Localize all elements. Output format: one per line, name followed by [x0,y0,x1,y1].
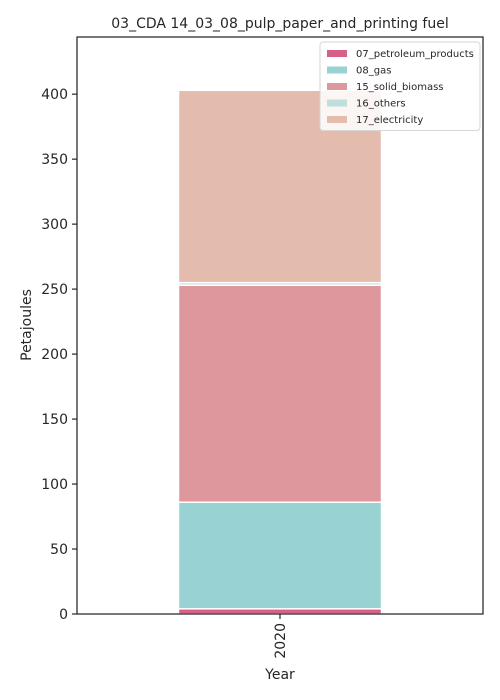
legend-swatch [327,66,347,74]
x-axis: 2020 [273,614,289,659]
y-tick-label: 300 [41,217,68,233]
y-tick-label: 400 [41,87,68,103]
legend-entry-label: 07_petroleum_products [356,49,474,60]
y-tick-label: 350 [41,152,68,168]
bar-segment-07-petroleum-products [177,608,383,615]
y-tick-label: 50 [50,542,68,558]
legend-swatch [327,50,347,57]
legend-swatch [327,116,347,123]
legend-frame [319,41,481,131]
x-tick-label: 2020 [273,623,289,659]
y-axis-title: Petajoules [19,289,35,361]
y-tick-label: 150 [41,412,68,428]
y-tick-label: 100 [41,477,68,493]
y-tick-label: 200 [41,347,68,363]
bars-group [177,89,383,615]
y-axis: 0 50 100 150 200 250 300 350 400 [41,87,77,623]
legend-entry-label: 15_solid_biomass [356,82,444,93]
legend-entry-label: 16_others [356,99,406,110]
chart-title: 03_CDA 14_03_08_pulp_paper_and_printing … [111,16,449,32]
legend-swatch [327,99,347,107]
legend-entry-label: 17_electricity [356,115,423,126]
x-axis-title: Year [264,667,295,683]
bar-segment-15-solid-biomass [177,284,383,503]
legend-entry-label: 08_gas [356,66,391,77]
legend-swatch [327,83,347,90]
y-tick-label: 0 [59,607,68,623]
legend: 07_petroleum_products 08_gas 15_solid_biom… [319,41,481,131]
bar-segment-08-gas [177,501,383,610]
y-tick-label: 250 [41,282,68,298]
